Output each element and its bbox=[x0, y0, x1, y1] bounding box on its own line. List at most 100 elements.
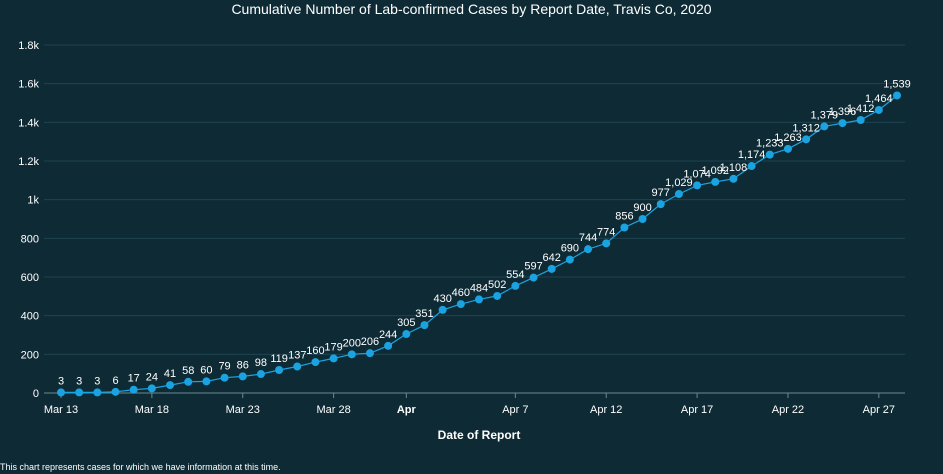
data-point bbox=[129, 385, 138, 394]
data-label: 1,464 bbox=[865, 93, 893, 105]
data-label: 179 bbox=[324, 341, 342, 353]
data-point bbox=[565, 255, 574, 264]
x-tick-label: Apr 7 bbox=[502, 404, 528, 416]
x-tick-label: Apr 12 bbox=[590, 404, 622, 416]
data-label: 597 bbox=[524, 261, 542, 273]
data-label: 642 bbox=[543, 252, 561, 264]
data-point bbox=[166, 381, 175, 390]
data-label: 60 bbox=[200, 364, 212, 376]
data-point bbox=[747, 162, 756, 171]
y-tick-label: 800 bbox=[21, 233, 39, 245]
data-label: 137 bbox=[288, 350, 306, 362]
data-point bbox=[620, 223, 629, 232]
data-label: 1,539 bbox=[883, 78, 911, 90]
data-label: 24 bbox=[146, 371, 158, 383]
data-label: 86 bbox=[237, 359, 249, 371]
x-tick-label: Apr 22 bbox=[772, 404, 804, 416]
data-point bbox=[783, 144, 792, 153]
data-point bbox=[693, 181, 702, 190]
data-label: 554 bbox=[506, 269, 524, 281]
data-label: 98 bbox=[255, 357, 267, 369]
y-tick-label: 600 bbox=[21, 272, 39, 284]
y-tick-label: 400 bbox=[21, 311, 39, 323]
data-point bbox=[602, 239, 611, 248]
data-point bbox=[893, 91, 901, 100]
data-point bbox=[111, 387, 120, 396]
data-label: 1,379 bbox=[811, 109, 839, 121]
data-label: 244 bbox=[379, 329, 397, 341]
data-label: 305 bbox=[397, 317, 415, 329]
data-point bbox=[529, 273, 538, 282]
x-axis-title: Date of Report bbox=[438, 428, 521, 442]
data-label: 1,263 bbox=[774, 132, 802, 144]
data-label: 690 bbox=[561, 243, 579, 255]
data-point bbox=[438, 305, 447, 314]
data-label: 1,233 bbox=[756, 138, 784, 150]
data-point bbox=[584, 245, 593, 254]
data-point bbox=[75, 388, 84, 397]
x-tick-label: Mar 13 bbox=[44, 404, 78, 416]
data-label: 502 bbox=[488, 279, 506, 291]
data-label: 351 bbox=[415, 308, 433, 320]
data-label: 977 bbox=[652, 187, 670, 199]
data-point bbox=[638, 215, 647, 223]
x-tick-label: Mar 23 bbox=[226, 404, 260, 416]
y-tick-label: 1.6k bbox=[18, 79, 39, 91]
data-point bbox=[238, 372, 247, 381]
data-point bbox=[547, 264, 556, 273]
data-point bbox=[765, 150, 774, 159]
x-tick-label: Apr bbox=[397, 404, 417, 416]
data-labels: 3 3 3 6 17 24 41 58 60 79 86 98 119 137 160 179 200 20624… bbox=[58, 78, 911, 387]
data-label: 160 bbox=[306, 345, 324, 357]
data-label: 430 bbox=[433, 293, 451, 305]
y-tick-label: 1.2k bbox=[18, 156, 39, 168]
data-label: 1,174 bbox=[738, 149, 766, 161]
data-label: 200 bbox=[343, 337, 361, 349]
data-label: 1,412 bbox=[847, 103, 875, 115]
data-label: 58 bbox=[182, 365, 194, 377]
data-label: 774 bbox=[597, 226, 615, 238]
data-label: 460 bbox=[452, 287, 470, 299]
data-label: 6 bbox=[112, 375, 118, 387]
data-point bbox=[384, 341, 393, 350]
data-point bbox=[838, 119, 847, 128]
footnote: This chart represents cases for which we… bbox=[0, 462, 281, 472]
y-tick-label: 0 bbox=[33, 388, 39, 400]
x-tick-label: Mar 28 bbox=[316, 404, 350, 416]
data-point bbox=[275, 365, 284, 374]
data-point bbox=[820, 122, 829, 131]
data-label: 1,029 bbox=[665, 177, 693, 189]
x-tick-label: Apr 27 bbox=[863, 404, 895, 416]
data-label: 17 bbox=[128, 373, 140, 385]
data-point bbox=[656, 200, 665, 209]
chart-title: Cumulative Number of Lab-confirmed Cases… bbox=[231, 1, 712, 17]
y-tick-label: 200 bbox=[21, 349, 39, 361]
data-point bbox=[311, 358, 320, 367]
data-point bbox=[184, 377, 193, 386]
y-tick-label: 1k bbox=[27, 195, 39, 207]
y-tick-label: 1.4k bbox=[18, 117, 39, 129]
data-label: 744 bbox=[579, 232, 597, 244]
data-point bbox=[729, 174, 738, 183]
data-point bbox=[711, 177, 720, 186]
data-point bbox=[220, 373, 229, 382]
data-label: 41 bbox=[164, 368, 176, 380]
data-point bbox=[147, 384, 156, 393]
data-label: 206 bbox=[361, 336, 379, 348]
data-point bbox=[493, 291, 502, 300]
data-point bbox=[293, 362, 302, 371]
data-point bbox=[365, 349, 374, 358]
data-point bbox=[511, 281, 520, 290]
data-point bbox=[802, 135, 811, 144]
data-point bbox=[475, 295, 483, 304]
data-label: 119 bbox=[270, 353, 288, 365]
data-label: 1,092 bbox=[701, 165, 729, 177]
data-point bbox=[93, 388, 102, 397]
x-tick-label: Apr 17 bbox=[681, 404, 713, 416]
data-label: 1,108 bbox=[720, 162, 748, 174]
data-point bbox=[456, 300, 465, 309]
grid-lines bbox=[44, 44, 905, 355]
axes: 0 200 400 600 800 1k 1.2k 1.4k 1.6k 1.8k Mar 13 Mar… bbox=[18, 40, 905, 416]
series-cumulative-cases bbox=[57, 91, 901, 397]
